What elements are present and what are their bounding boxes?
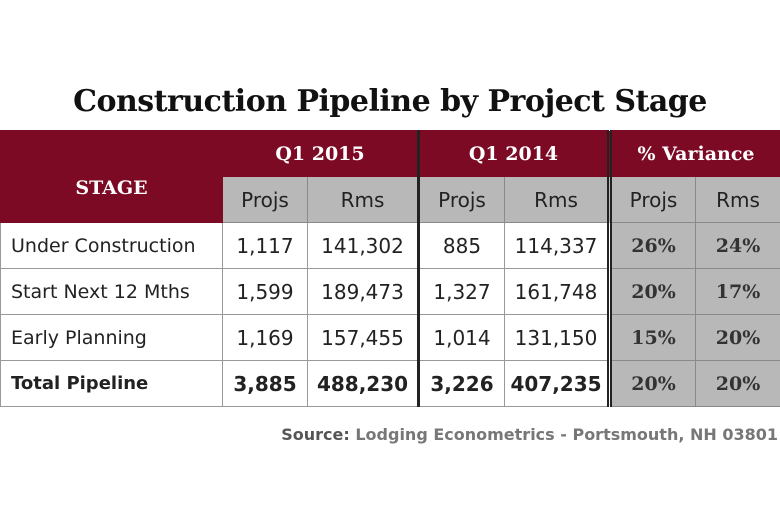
- table-cell: 3,226: [417, 360, 505, 407]
- table-cell: 141,302: [307, 222, 419, 269]
- table-cell: 20%: [607, 360, 696, 407]
- group-header-variance: % Variance: [607, 130, 780, 177]
- table-cell: 1,599: [222, 268, 308, 315]
- table-cell: 20%: [695, 314, 780, 361]
- stage-label: Total Pipeline: [0, 360, 223, 407]
- source-label: Source:: [281, 425, 350, 444]
- pipeline-table: STAGE Q1 2015 Q1 2014 % Variance Projs R…: [0, 130, 780, 407]
- table-cell: 1,169: [222, 314, 308, 361]
- stage-header: STAGE: [0, 130, 223, 223]
- source-note: Source: Lodging Econometrics - Portsmout…: [281, 425, 778, 444]
- table-cell: 26%: [607, 222, 696, 269]
- table-cell: 3,885: [222, 360, 308, 407]
- table-row: Start Next 12 Mths 1,599 189,473 1,327 161,7…: [0, 268, 780, 315]
- table-cell: 131,150: [504, 314, 610, 361]
- stage-label: Early Planning: [0, 314, 223, 361]
- stage-label: Start Next 12 Mths: [0, 268, 223, 315]
- table-row: Total Pipeline 3,885 488,230 3,226 407,235 20…: [0, 360, 780, 407]
- table-cell: 24%: [695, 222, 780, 269]
- table-cell: 17%: [695, 268, 780, 315]
- table-cell: 157,455: [307, 314, 419, 361]
- table-cell: 20%: [695, 360, 780, 407]
- source-text: Lodging Econometrics - Portsmouth, NH 03…: [355, 425, 778, 444]
- table-row: Under Construction 1,117 141,302 885 114,337…: [0, 222, 780, 269]
- group-header-q1-2014: Q1 2014: [417, 130, 610, 177]
- table-cell: 114,337: [504, 222, 610, 269]
- table-cell: 1,117: [222, 222, 308, 269]
- table-cell: 15%: [607, 314, 696, 361]
- sub-header: Projs: [417, 176, 505, 223]
- stage-label: Under Construction: [0, 222, 223, 269]
- sub-header: Projs: [607, 176, 696, 223]
- table-cell: 161,748: [504, 268, 610, 315]
- table-cell: 20%: [607, 268, 696, 315]
- group-header-q1-2015: Q1 2015: [222, 130, 419, 177]
- sub-header: Rms: [307, 176, 419, 223]
- sub-header: Projs: [222, 176, 308, 223]
- sub-header: Rms: [695, 176, 780, 223]
- table-cell: 189,473: [307, 268, 419, 315]
- table-cell: 1,014: [417, 314, 505, 361]
- table-cell: 488,230: [307, 360, 419, 407]
- table-title: Construction Pipeline by Project Stage: [73, 84, 707, 119]
- table-cell: 1,327: [417, 268, 505, 315]
- table-cell: 885: [417, 222, 505, 269]
- table-cell: 407,235: [504, 360, 610, 407]
- table-row: Early Planning 1,169 157,455 1,014 131,150 15…: [0, 314, 780, 361]
- sub-header: Rms: [504, 176, 610, 223]
